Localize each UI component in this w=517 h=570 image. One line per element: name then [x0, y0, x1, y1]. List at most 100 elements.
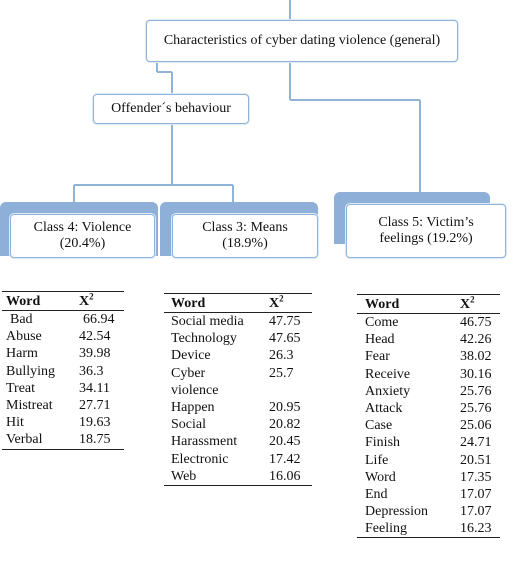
cell-word: Device [171, 348, 211, 364]
table-row: Harm 39.98 [2, 345, 124, 362]
header-x2: X2 [79, 291, 94, 310]
cell-word: Attack [365, 400, 403, 416]
root-label: Characteristics of cyber dating violence… [163, 33, 441, 48]
cell-word: Harm [6, 346, 38, 362]
class3-table: Word X2 Social media 47.75 Technology 47.65 De… [164, 293, 312, 486]
cell-value: 47.75 [269, 314, 301, 329]
cell-value: 18.75 [79, 432, 111, 448]
table-row: Device 26.3 [164, 347, 312, 364]
table-row: Happen 20.95 [164, 399, 312, 416]
table-row: Fear 38.02 [357, 348, 500, 365]
header-x2: X2 [460, 295, 475, 313]
cell-value: 17.07 [460, 504, 492, 520]
cell-value: 19.63 [79, 415, 111, 431]
cell-word: Case [365, 418, 393, 434]
cell-value: 25.76 [460, 400, 492, 416]
class3-label: Class 3: Means (18.9%) [202, 220, 288, 251]
header-x2-sup: 2 [89, 291, 94, 302]
table-body: Bad 66.94 Abuse 42.54 Harm 39.98 Bullying 36.3 T… [2, 311, 124, 450]
cell-value: 16.06 [269, 468, 301, 484]
cell-word: violence [171, 382, 219, 398]
table-row: Treat 34.11 [2, 380, 124, 397]
header-word: Word [6, 294, 41, 309]
table-row: Case 25.06 [357, 417, 500, 434]
cell-word: Feeling [365, 521, 407, 537]
table-body: Come 46.75 Head 42.26 Fear 38.02 Receive 30.16 A… [357, 314, 500, 539]
header-x2-letter: X [269, 296, 280, 311]
offender-label: Offender´s behaviour [111, 101, 231, 116]
cell-value: 20.95 [269, 399, 301, 415]
table-row: Life 20.51 [357, 452, 500, 469]
cell-value: 47.65 [269, 331, 301, 347]
table-row: Social 20.82 [164, 416, 312, 433]
table-row: Bad 66.94 [2, 311, 124, 328]
table-row: Mistreat 27.71 [2, 397, 124, 414]
cell-value: 38.02 [460, 349, 492, 365]
cell-word: Social [171, 417, 206, 433]
cell-word: Web [171, 468, 197, 484]
cell-word: Come [365, 315, 399, 330]
table-row: Head 42.26 [357, 331, 500, 348]
cell-word: Social media [171, 314, 244, 329]
cell-value: 42.54 [79, 329, 111, 345]
cell-word: Happen [171, 399, 215, 415]
cell-word: End [365, 486, 388, 502]
cell-word: Head [365, 332, 395, 348]
cell-word: Electronic [171, 451, 229, 467]
cell-word: Receive [365, 366, 411, 382]
table-row: Finish 24.71 [357, 434, 500, 451]
class4-table: Word X2 Bad 66.94 Abuse 42.54 Harm 39.98 Bullyin… [2, 291, 124, 450]
cell-value: 46.75 [460, 315, 492, 330]
header-word: Word [171, 296, 206, 311]
cell-value: 20.45 [269, 434, 301, 450]
cell-value: 16.23 [460, 521, 492, 537]
cell-value: 25.06 [460, 418, 492, 434]
table-row: Depression 17.07 [357, 503, 500, 520]
table-row: Anxiety 25.76 [357, 383, 500, 400]
root-box: Characteristics of cyber dating violence… [146, 20, 458, 62]
table-row: Electronic 17.42 [164, 451, 312, 468]
cell-word: Verbal [6, 432, 43, 448]
cell-value: 25.76 [460, 383, 492, 399]
cell-word: Technology [171, 331, 237, 347]
class5-box: Class 5: Victim’s feelings (19.2%) [346, 204, 506, 258]
cell-word: Depression [365, 504, 428, 520]
cell-word: Fear [365, 349, 390, 365]
cell-word: Hit [6, 415, 24, 431]
cell-value: 17.35 [460, 469, 492, 485]
cell-value: 26.3 [269, 348, 294, 364]
cell-value: 24.71 [460, 435, 492, 451]
cell-word: Word [365, 469, 396, 485]
class4-label: Class 4: Violence (20.4%) [33, 220, 132, 251]
cell-word: Mistreat [6, 397, 53, 413]
cell-value: 30.16 [460, 366, 492, 382]
cell-value: 42.26 [460, 332, 492, 348]
table-row: Abuse 42.54 [2, 328, 124, 345]
table-row: Social media 47.75 [164, 313, 312, 330]
cell-word: Cyber [171, 365, 206, 381]
table-row: violence [164, 382, 312, 399]
offender-box: Offender´s behaviour [93, 94, 249, 124]
table-row: Verbal 18.75 [2, 431, 124, 448]
cell-value: 36.3 [79, 363, 104, 379]
cell-value: 17.42 [269, 451, 301, 467]
header-x2-letter: X [79, 294, 90, 309]
table-header: Word X2 [357, 294, 500, 314]
header-x2-sup: 2 [279, 293, 284, 304]
class3-box: Class 3: Means (18.9%) [172, 214, 318, 258]
table-row: Receive 30.16 [357, 366, 500, 383]
cell-word: Life [365, 452, 389, 468]
cell-word: Bad [10, 312, 33, 327]
cell-value: 27.71 [79, 397, 111, 413]
table-row: Feeling 16.23 [357, 520, 500, 537]
header-word: Word [365, 297, 400, 312]
cell-value: 20.82 [269, 417, 301, 433]
table-row: Harassment 20.45 [164, 433, 312, 450]
class4-box: Class 4: Violence (20.4%) [10, 214, 155, 258]
cell-word: Anxiety [365, 383, 411, 399]
class5-table: Word X2 Come 46.75 Head 42.26 Fear 38.02 Receive… [357, 294, 500, 539]
header-x2-letter: X [460, 297, 471, 312]
cell-value: 34.11 [79, 380, 110, 396]
cell-value: 17.07 [460, 486, 492, 502]
